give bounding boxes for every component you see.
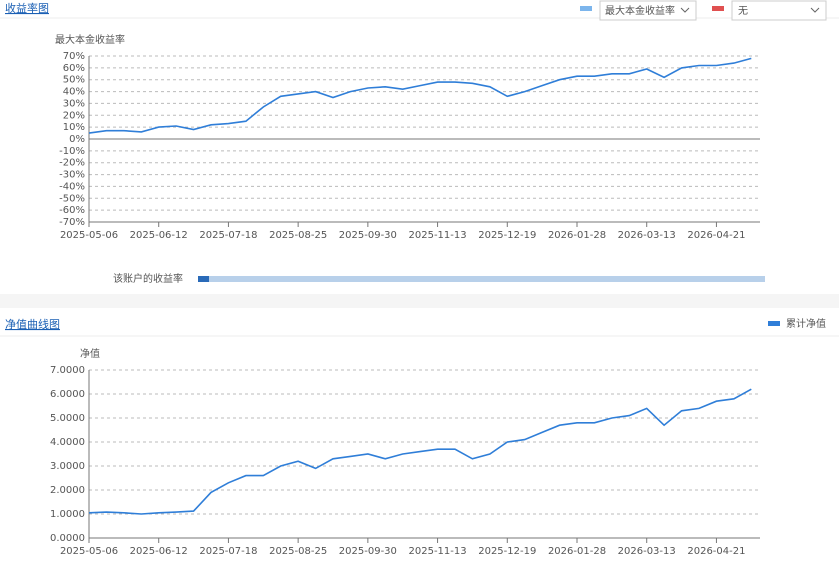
data-line (88, 388, 752, 515)
x-tick-label: 2026-01-28 (548, 230, 606, 241)
x-tick-label: 2026-03-13 (618, 230, 676, 241)
select-text[interactable]: 最大本金收益率 (605, 4, 675, 17)
y-tick-label: 4.0000 (50, 437, 85, 448)
section-title[interactable]: 收益率图 (5, 1, 49, 15)
y-tick-label: 7.0000 (50, 365, 85, 376)
y-tick-label: 5.0000 (50, 413, 85, 424)
section-title[interactable]: 净值曲线图 (5, 317, 60, 331)
y-axis-title: 净值 (80, 347, 100, 360)
y-tick-label: 30% (63, 98, 85, 109)
x-tick-label: 2025-06-12 (130, 546, 188, 557)
x-tick-label: 2025-09-30 (339, 230, 397, 241)
y-tick-label: 50% (63, 75, 85, 86)
x-tick-label: 2026-03-13 (618, 546, 676, 557)
y-tick-label: 70% (63, 51, 85, 62)
y-tick-label: 40% (63, 87, 85, 98)
select-box[interactable] (731, 0, 827, 21)
x-tick-label: 2025-05-06 (60, 546, 118, 557)
x-tick-label: 2025-06-12 (130, 230, 188, 241)
x-tick-label: 2025-05-06 (60, 230, 118, 241)
x-tick-label: 2025-12-19 (478, 230, 536, 241)
select-arrow (680, 7, 690, 13)
y-tick-label: -70% (59, 217, 85, 228)
y-tick-label: 2.0000 (50, 485, 85, 496)
x-tick-label: 2025-09-30 (339, 546, 397, 557)
y-tick-label: -60% (59, 205, 85, 216)
select-arrow (810, 7, 820, 13)
y-tick-label: -10% (59, 146, 85, 157)
y-tick-label: 1.0000 (50, 509, 85, 520)
legend-swatch (712, 6, 724, 11)
y-tick-label: 0.0000 (50, 533, 85, 544)
y-tick-label: -50% (59, 193, 85, 204)
y-tick-label: 6.0000 (50, 389, 85, 400)
x-tick-label: 2025-11-13 (409, 230, 467, 241)
legend-swatch (768, 321, 780, 326)
y-tick-label: -40% (59, 181, 85, 192)
y-tick-label: -20% (59, 158, 85, 169)
y-axis-title: 最大本金收益率 (55, 33, 125, 46)
y-tick-label: -30% (59, 170, 85, 181)
x-tick-label: 2026-01-28 (548, 546, 606, 557)
select-box[interactable] (599, 0, 697, 21)
select-text[interactable]: 无 (738, 6, 748, 17)
progress-label: 该账户的收益率 (113, 272, 183, 285)
progress-track (198, 276, 765, 282)
legend-label: 累计净值 (786, 317, 826, 330)
x-tick-label: 2025-08-25 (269, 546, 327, 557)
y-tick-label: 0% (69, 134, 85, 145)
data-line (88, 57, 752, 134)
y-tick-label: 10% (63, 122, 85, 133)
y-tick-label: 3.0000 (50, 461, 85, 472)
legend-swatch (580, 6, 592, 11)
progress-fill (198, 276, 209, 282)
x-tick-label: 2026-04-21 (687, 230, 745, 241)
y-tick-label: 20% (63, 110, 85, 121)
x-tick-label: 2025-07-18 (199, 230, 257, 241)
x-tick-label: 2025-07-18 (199, 546, 257, 557)
x-tick-label: 2025-12-19 (478, 546, 536, 557)
x-tick-label: 2025-08-25 (269, 230, 327, 241)
x-tick-label: 2026-04-21 (687, 546, 745, 557)
y-tick-label: 60% (63, 63, 85, 74)
section-gap (0, 294, 839, 308)
x-tick-label: 2025-11-13 (409, 546, 467, 557)
